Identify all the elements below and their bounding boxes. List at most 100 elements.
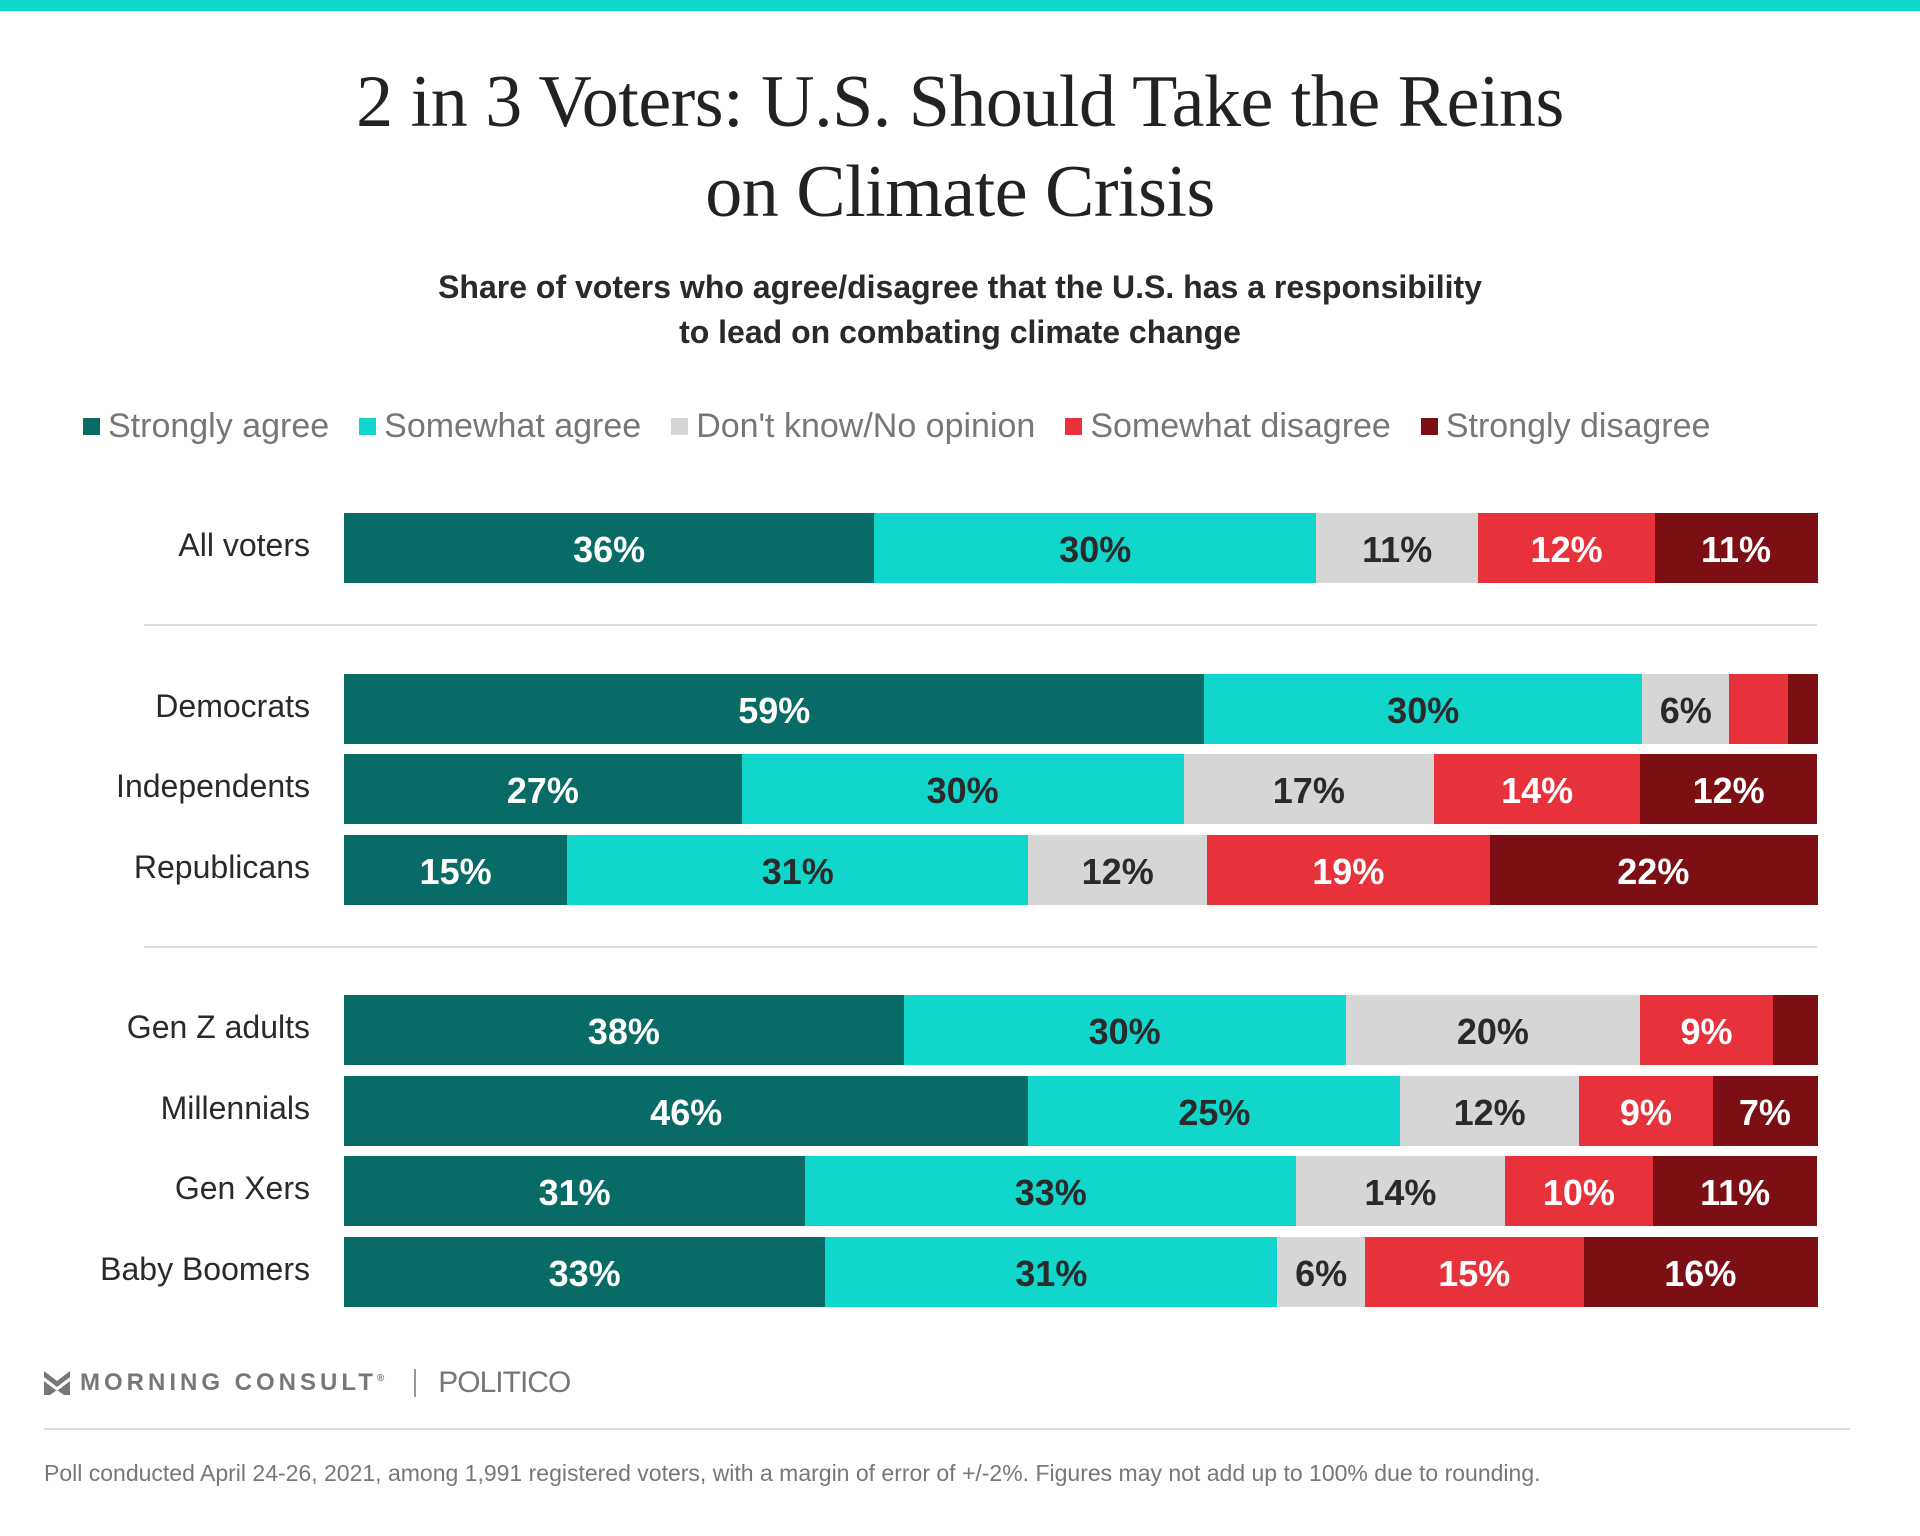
row-label: Baby Boomers — [100, 1251, 310, 1287]
bar-segment-don-t-know-no-opinion — [1296, 1156, 1506, 1226]
data-label: 20% — [1456, 1011, 1529, 1052]
data-label: 15% — [419, 851, 492, 892]
chart-subtitle: Share of voters who agree/disagree that … — [0, 265, 1920, 355]
row-label: Independents — [116, 768, 310, 804]
bar-segment-strongly-disagree — [1654, 513, 1818, 583]
bar-segment-strongly-disagree — [1640, 754, 1818, 824]
registered-mark: ® — [376, 1373, 389, 1384]
legend-swatch — [671, 417, 689, 435]
brand-separator — [414, 1369, 417, 1397]
bar-segment-strongly-disagree — [1787, 674, 1818, 744]
top-accent-bar — [0, 0, 1920, 11]
legend-item-somewhat-agree: Somewhat agree — [359, 407, 641, 446]
morning-consult-logo-icon — [44, 1371, 70, 1395]
footer-brand: MORNING CONSULT® POLITICO — [44, 1366, 571, 1400]
legend-swatch — [1420, 417, 1438, 435]
legend-item-strongly-agree: Strongly agree — [83, 407, 329, 446]
bar-segment-strongly-disagree — [1653, 1156, 1818, 1226]
bar-segment-strongly-agree — [344, 835, 568, 905]
bar-segment-somewhat-disagree — [1364, 1237, 1584, 1307]
bar-segment-strongly-disagree — [1712, 1076, 1818, 1146]
subtitle-line-1: Share of voters who agree/disagree that … — [438, 269, 1482, 305]
bar-segment-strongly-disagree — [1489, 835, 1818, 905]
bar-segment-somewhat-disagree — [1729, 674, 1789, 744]
morning-consult-wordmark: MORNING CONSULT® — [80, 1369, 388, 1397]
group-divider — [144, 946, 1817, 948]
bar-segment-somewhat-agree — [874, 513, 1317, 583]
bar-segment-strongly-agree — [344, 513, 875, 583]
chart-title-line-2: on Climate Crisis — [705, 151, 1215, 233]
data-label: 6% — [1295, 1253, 1348, 1294]
data-label: 11% — [1700, 1172, 1771, 1213]
data-label: 22% — [1617, 851, 1690, 892]
bar-segment-somewhat-agree — [805, 1156, 1297, 1226]
row-label: Millennials — [160, 1090, 310, 1126]
brand-text: MORNING CONSULT — [80, 1369, 377, 1396]
politico-wordmark: POLITICO — [438, 1366, 571, 1399]
legend-label: Don't know/No opinion — [696, 406, 1036, 445]
bar-segment-don-t-know-no-opinion — [1028, 835, 1208, 905]
bar-segment-strongly-agree — [344, 1156, 806, 1226]
data-label: 9% — [1680, 1011, 1733, 1052]
data-label: 14% — [1364, 1172, 1437, 1213]
bar-segment-don-t-know-no-opinion — [1183, 754, 1435, 824]
legend-label: Somewhat disagree — [1090, 406, 1391, 445]
bar-segment-somewhat-agree — [567, 835, 1030, 905]
data-label: 36% — [573, 529, 646, 570]
bar-segment-strongly-agree — [344, 1237, 826, 1307]
data-label: 30% — [1387, 690, 1460, 731]
data-label: 33% — [1014, 1172, 1087, 1213]
data-label: 12% — [1081, 851, 1154, 892]
data-label: 46% — [650, 1092, 723, 1133]
bar-segment-strongly-disagree — [1772, 995, 1818, 1065]
data-label: 30% — [1088, 1011, 1161, 1052]
bar-segment-don-t-know-no-opinion — [1345, 995, 1641, 1065]
footer-divider — [44, 1428, 1850, 1430]
data-label: 12% — [1692, 770, 1765, 811]
data-label: 11% — [1362, 529, 1433, 570]
row-label: Republicans — [133, 849, 310, 885]
bar-segment-somewhat-agree — [825, 1237, 1279, 1307]
bar-segment-strongly-disagree — [1583, 1237, 1818, 1307]
bar-segment-don-t-know-no-opinion — [1400, 1076, 1580, 1146]
data-label: 14% — [1501, 770, 1574, 811]
legend-item-somewhat-disagree: Somewhat disagree — [1065, 407, 1391, 446]
chart-title-line-1: 2 in 3 Voters: U.S. Should Take the Rein… — [356, 61, 1564, 143]
data-label: 15% — [1438, 1253, 1511, 1294]
data-label: 10% — [1542, 1172, 1615, 1213]
bar-segment-don-t-know-no-opinion — [1277, 1237, 1366, 1307]
bar-segment-somewhat-agree — [903, 995, 1346, 1065]
footnote: Poll conducted April 24-26, 2021, among … — [44, 1460, 1541, 1486]
row-label: Democrats — [155, 688, 310, 724]
legend-item-don-t-know-no-opinion: Don't know/No opinion — [671, 407, 1035, 446]
data-label: 33% — [548, 1253, 621, 1294]
bar-segment-somewhat-disagree — [1206, 835, 1490, 905]
legend-swatch — [83, 417, 100, 435]
data-label: 9% — [1619, 1092, 1672, 1133]
data-label: 31% — [761, 851, 834, 892]
legend-swatch — [1065, 417, 1083, 435]
data-label: 12% — [1530, 529, 1603, 570]
row-label: Gen Xers — [174, 1170, 310, 1206]
bar-segment-strongly-agree — [344, 1076, 1029, 1146]
group-divider — [144, 624, 1817, 626]
bar-segment-somewhat-agree — [741, 754, 1184, 824]
row-label: Gen Z adults — [126, 1009, 310, 1045]
bar-segment-somewhat-agree — [1204, 674, 1643, 744]
legend-swatch — [359, 417, 377, 435]
bar-segment-strongly-agree — [344, 754, 742, 824]
bar-segment-somewhat-disagree — [1640, 995, 1774, 1065]
bar-segment-don-t-know-no-opinion — [1641, 674, 1730, 744]
bar-segment-strongly-agree — [344, 995, 904, 1065]
data-label: 12% — [1453, 1092, 1526, 1133]
row-label: All voters — [178, 527, 310, 563]
data-label: 27% — [506, 770, 579, 811]
bar-segment-strongly-agree — [344, 674, 1205, 744]
bar-segment-somewhat-agree — [1028, 1076, 1401, 1146]
bar-segment-don-t-know-no-opinion — [1316, 513, 1480, 583]
data-label: 19% — [1312, 851, 1385, 892]
data-label: 31% — [538, 1172, 611, 1213]
data-label: 31% — [1015, 1253, 1088, 1294]
legend-label: Strongly disagree — [1445, 406, 1711, 445]
